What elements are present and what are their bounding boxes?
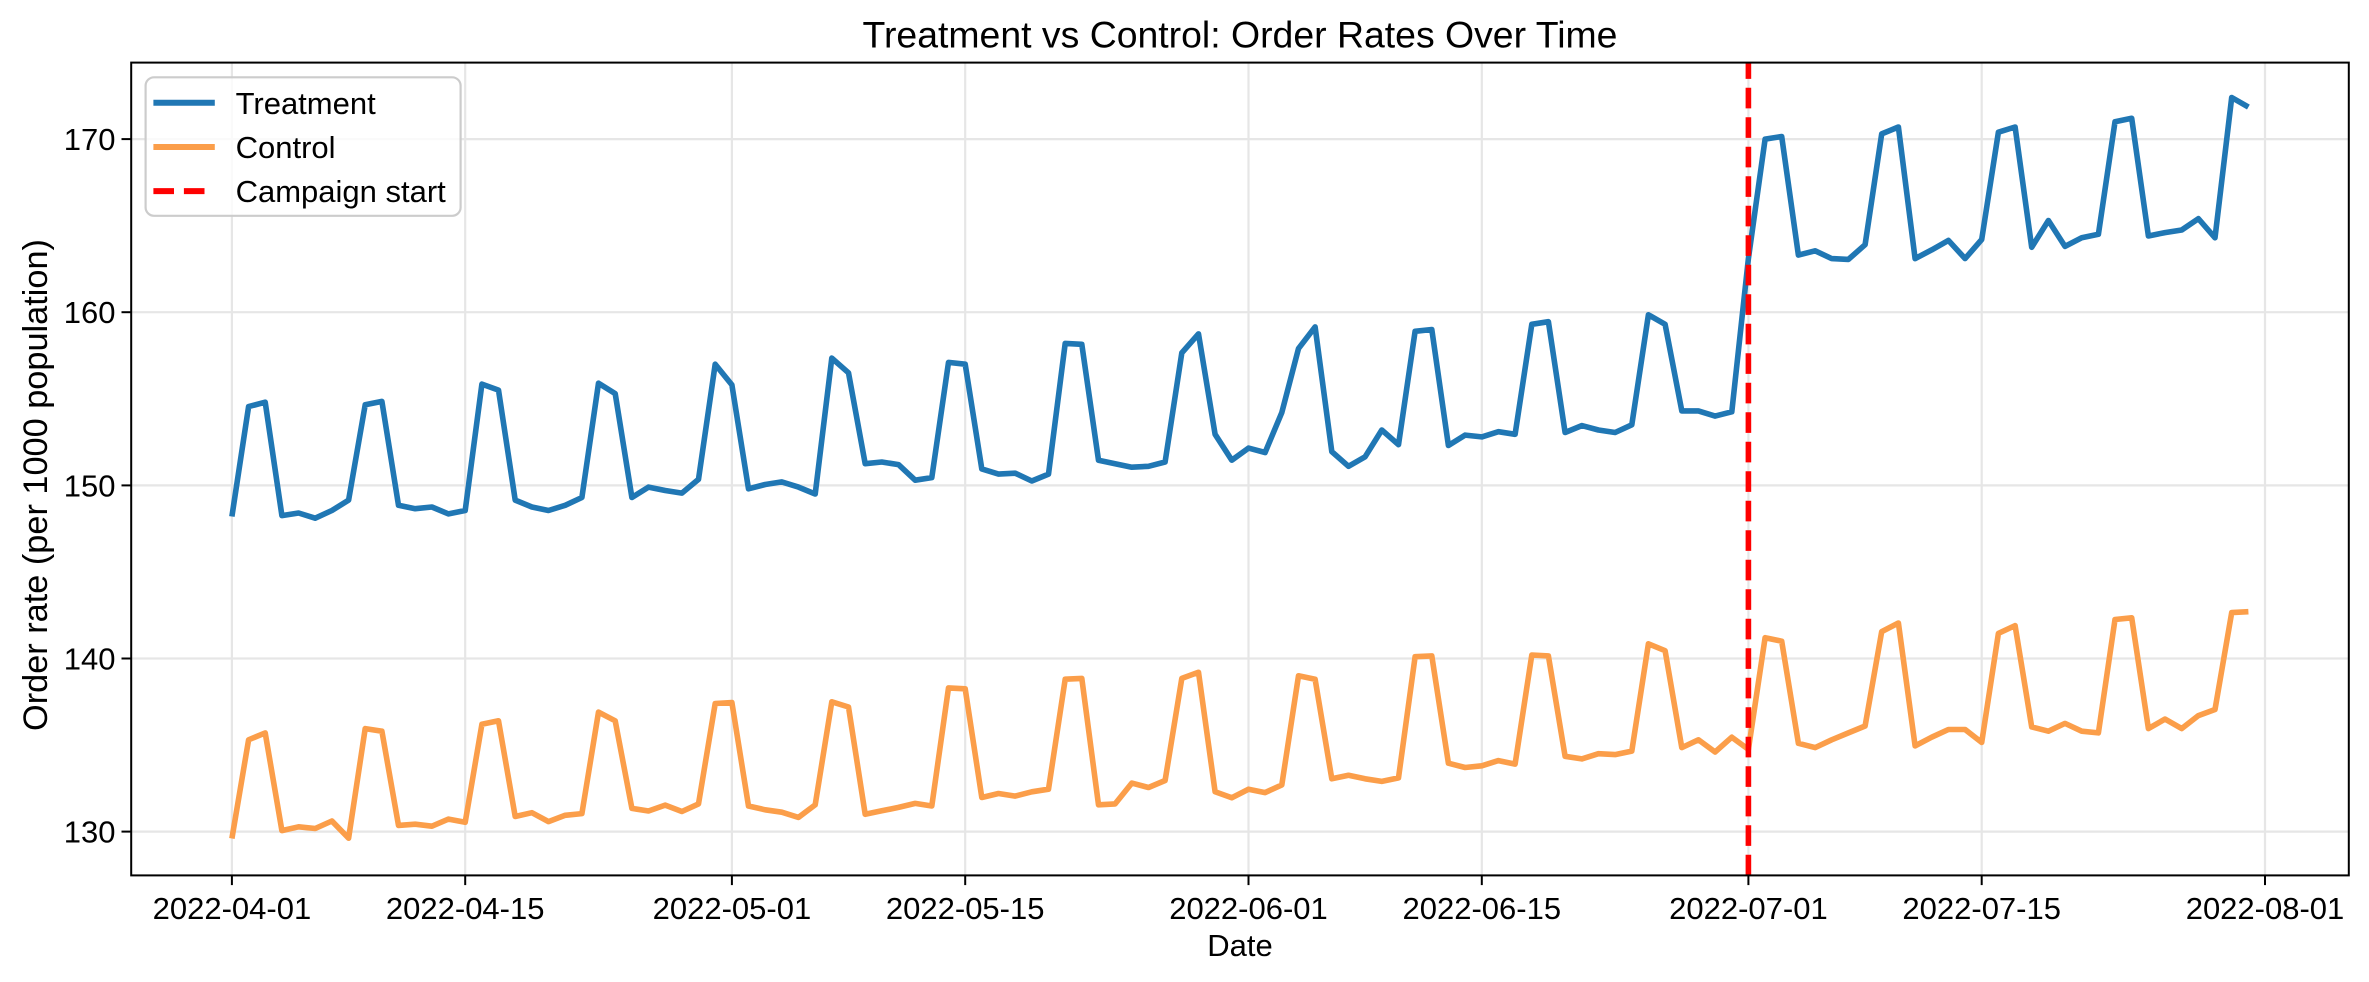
svg-text:2022-06-01: 2022-06-01 bbox=[1169, 891, 1328, 926]
svg-text:160: 160 bbox=[64, 295, 116, 330]
svg-text:Control: Control bbox=[236, 130, 336, 165]
svg-text:Date: Date bbox=[1207, 928, 1272, 963]
svg-text:2022-05-01: 2022-05-01 bbox=[653, 891, 812, 926]
svg-text:2022-04-01: 2022-04-01 bbox=[153, 891, 312, 926]
svg-text:140: 140 bbox=[64, 642, 116, 677]
svg-text:2022-06-15: 2022-06-15 bbox=[1403, 891, 1562, 926]
svg-text:Order rate (per 1000 populatio: Order rate (per 1000 population) bbox=[17, 239, 55, 731]
svg-text:2022-07-15: 2022-07-15 bbox=[1902, 891, 2061, 926]
svg-text:2022-04-15: 2022-04-15 bbox=[386, 891, 545, 926]
svg-text:170: 170 bbox=[64, 122, 116, 157]
svg-text:Campaign start: Campaign start bbox=[236, 174, 447, 209]
svg-text:2022-08-01: 2022-08-01 bbox=[2186, 891, 2345, 926]
svg-text:Treatment vs Control: Order Ra: Treatment vs Control: Order Rates Over T… bbox=[863, 13, 1618, 55]
svg-text:2022-07-01: 2022-07-01 bbox=[1669, 891, 1828, 926]
svg-text:150: 150 bbox=[64, 468, 116, 503]
svg-text:130: 130 bbox=[64, 815, 116, 850]
svg-text:2022-05-15: 2022-05-15 bbox=[886, 891, 1045, 926]
svg-text:Treatment: Treatment bbox=[236, 86, 377, 121]
